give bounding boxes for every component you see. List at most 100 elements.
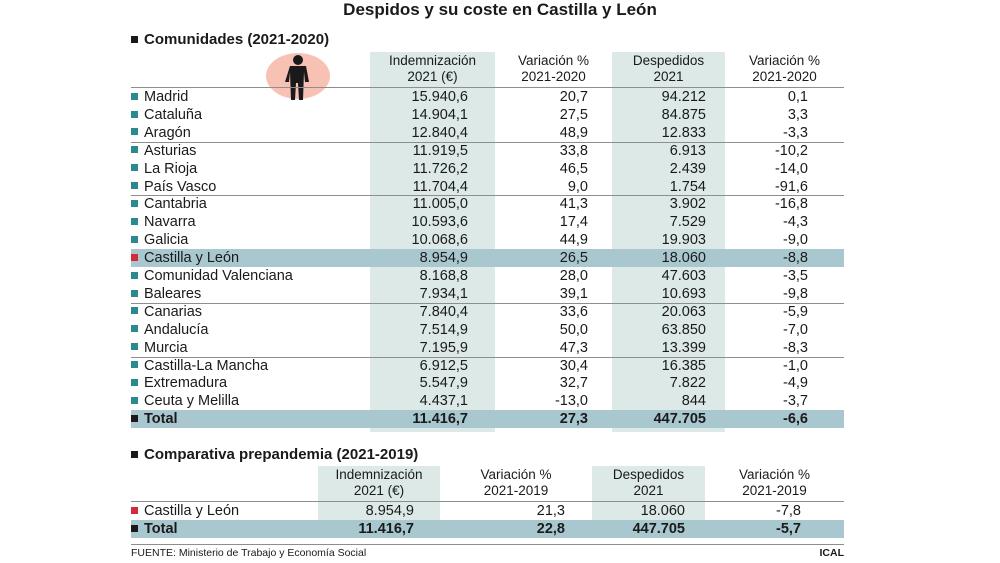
cell-value: -3,5 <box>783 268 808 284</box>
cell-value: 30,4 <box>559 357 588 374</box>
cell-value: 7.195,9 <box>419 339 468 356</box>
row-label: Aragón <box>131 124 191 142</box>
cell-value: 6.913 <box>669 142 706 159</box>
cell-value: 33,6 <box>559 303 588 320</box>
cell-value: 1.754 <box>669 178 706 195</box>
cell-value: 27,3 <box>559 411 588 428</box>
cell-value: -7,0 <box>783 321 808 338</box>
column-shade-despedidos-2 <box>592 466 705 522</box>
row-divider <box>131 356 844 358</box>
cell-value: 11.704,4 <box>412 178 468 195</box>
cell-value: 12.840,4 <box>411 124 468 141</box>
header-divider <box>131 501 844 502</box>
cell-value: -3,7 <box>783 393 808 410</box>
table-row: Ceuta y Melilla 4.437,1 -13,0 844 -3,7 <box>131 392 844 410</box>
row-label: Total <box>131 410 178 428</box>
square-bullet-icon <box>131 217 138 225</box>
row-label: Comunidad Valenciana <box>131 267 293 285</box>
cell-value: 17,4 <box>559 214 588 231</box>
column-header: Despedidos 2021 <box>612 467 685 498</box>
cell-value: 3.902 <box>669 196 706 213</box>
row-divider <box>131 141 844 143</box>
column-header: Indemnización 2021 (€) <box>335 467 423 498</box>
square-bullet-icon <box>131 146 138 154</box>
square-bullet-icon <box>131 506 138 514</box>
table-row: Cantabria 11.005,0 41,3 3.902 -16,8 <box>131 195 844 213</box>
cell-value: 8.954,9 <box>365 503 414 519</box>
cell-value: 13.399 <box>661 339 706 356</box>
row-label: Andalucía <box>131 321 209 339</box>
square-bullet-icon <box>131 343 138 351</box>
square-bullet-icon <box>131 307 138 315</box>
cell-value: 48,9 <box>559 124 588 141</box>
row-label: Total <box>131 520 178 538</box>
row-divider <box>131 302 844 304</box>
total-row: Total 11.416,7 27,3 447.705 -6,6 <box>131 410 844 429</box>
cell-value: 7.840,4 <box>419 303 468 320</box>
square-bullet-icon <box>131 361 138 369</box>
square-bullet-icon <box>131 253 138 261</box>
cell-value: 8.954,9 <box>419 250 468 267</box>
cell-value: 4.437,1 <box>419 393 468 410</box>
cell-value: 18.060 <box>640 503 685 519</box>
cell-value: 10.593,6 <box>411 214 468 231</box>
row-label: Navarra <box>131 213 196 231</box>
row-label: Murcia <box>131 339 188 357</box>
cell-value: -9,0 <box>783 232 808 249</box>
table-row: Asturias 11.919,5 33,8 6.913 -10,2 <box>131 142 844 160</box>
cell-value: -5,7 <box>776 521 801 537</box>
chart-title: Despidos y su coste en Castilla y León <box>343 0 657 19</box>
cell-value: 84.875 <box>661 106 706 123</box>
table-row: Canarias 7.840,4 33,6 20.063 -5,9 <box>131 303 844 321</box>
row-label: Baleares <box>131 285 201 303</box>
row-label: Castilla-La Mancha <box>131 357 268 375</box>
cell-value: 12.833 <box>661 124 706 141</box>
table-row: Galicia 10.068,6 44,9 19.903 -9,0 <box>131 231 844 249</box>
cell-value: 19.903 <box>661 232 706 249</box>
column-header: Variación % 2021-2019 <box>480 467 552 498</box>
cell-value: -6,6 <box>783 411 808 428</box>
row-label: La Rioja <box>131 160 197 178</box>
table-row: Extremadura 5.547,9 32,7 7.822 -4,9 <box>131 374 844 392</box>
row-label: Castilla y León <box>131 502 239 520</box>
cell-value: 447.705 <box>632 521 685 537</box>
square-bullet-icon <box>131 164 138 172</box>
cell-value: 11.416,7 <box>412 411 468 428</box>
cell-value: 41,3 <box>559 196 588 213</box>
row-label: Canarias <box>131 303 202 321</box>
cell-value: -16,8 <box>774 196 808 213</box>
cell-value: 10.068,6 <box>411 232 468 249</box>
cell-value: -9,8 <box>783 285 808 302</box>
column-shade-despedidos <box>612 52 725 432</box>
column-header: Despedidos 2021 <box>632 53 705 84</box>
cell-value: 32,7 <box>559 375 588 392</box>
square-bullet-icon <box>131 182 138 190</box>
cell-value: -4,9 <box>783 375 808 392</box>
cell-value: 844 <box>681 393 706 410</box>
cell-value: 2.439 <box>669 160 706 177</box>
source-note: FUENTE: Ministerio de Trabajo y Economía… <box>131 547 367 559</box>
square-bullet-icon <box>131 524 138 532</box>
cell-value: 7.514,9 <box>419 321 468 338</box>
table-row: Castilla y León 8.954,9 26,5 18.060 -8,8 <box>131 249 844 268</box>
section-heading-prepandemic: Comparativa prepandemia (2021-2019) <box>131 446 418 464</box>
column-header: Variación % 2021-2020 <box>517 53 590 84</box>
table-row: Navarra 10.593,6 17,4 7.529 -4,3 <box>131 213 844 231</box>
column-shade-indemnizacion-2 <box>318 466 440 522</box>
cell-value: 46,5 <box>559 160 588 177</box>
table-row: Baleares 7.934,1 39,1 10.693 -9,8 <box>131 285 844 303</box>
cell-value: -14,0 <box>774 160 808 177</box>
square-bullet-icon <box>131 396 138 404</box>
cell-value: 39,1 <box>559 285 588 302</box>
row-label: Madrid <box>131 88 188 106</box>
section-heading-communities: Comunidades (2021-2020) <box>131 31 329 49</box>
row-label: Galicia <box>131 231 188 249</box>
bottom-rule <box>131 544 844 545</box>
table-row: Castilla y León 8.954,9 21,3 18.060 -7,8 <box>131 502 844 520</box>
cell-value: 11.919,5 <box>412 142 468 159</box>
row-label: Extremadura <box>131 374 227 392</box>
square-bullet-icon <box>131 110 138 118</box>
cell-value: 3,3 <box>787 106 808 123</box>
square-bullet-icon <box>131 271 138 279</box>
table-row: Comunidad Valenciana 8.168,8 28,0 47.603 -3,… <box>131 267 844 285</box>
